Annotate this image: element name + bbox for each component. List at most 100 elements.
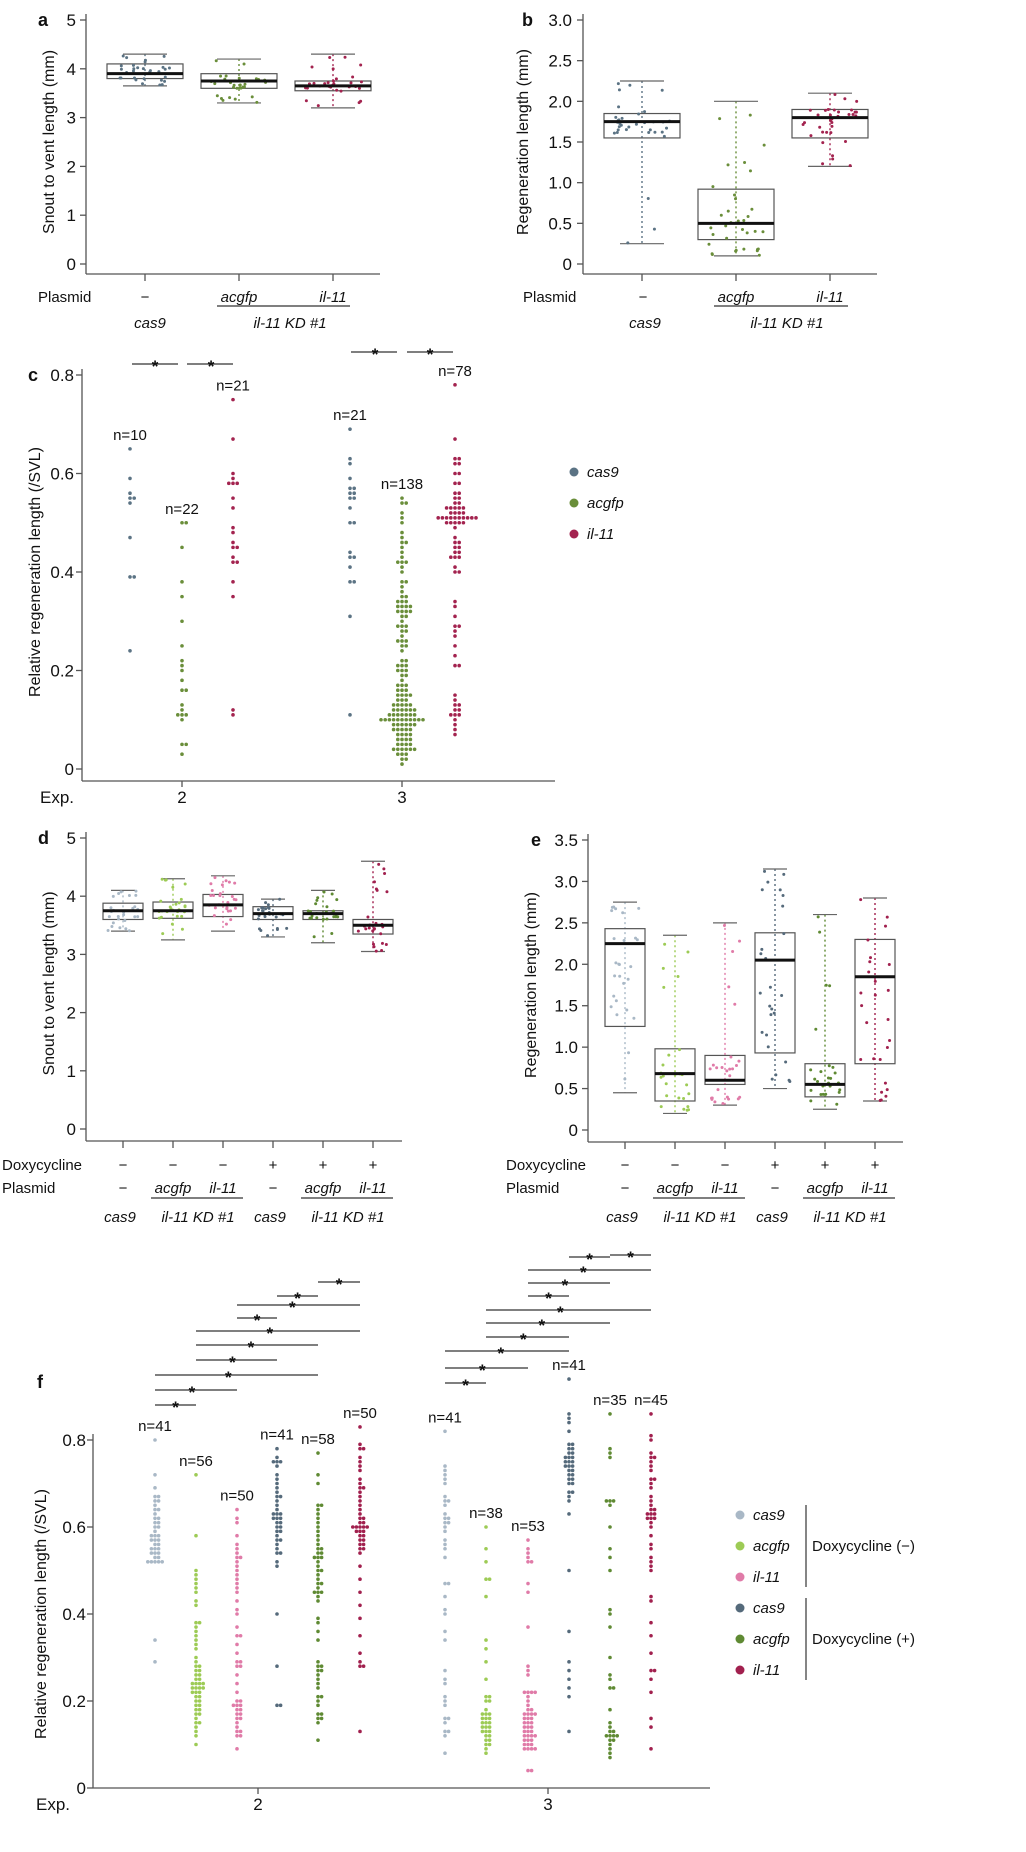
data-point: [443, 1538, 447, 1542]
data-point: [400, 722, 404, 727]
data-point: [567, 1473, 571, 1477]
data-point: [404, 614, 409, 619]
data-point: [457, 496, 462, 500]
data-point: [316, 1712, 320, 1716]
data-point: [649, 1633, 653, 1638]
data-point: [761, 230, 765, 234]
data-point: [238, 1734, 243, 1738]
data-point: [446, 1516, 451, 1521]
data-point: [733, 193, 737, 197]
box-0: [604, 928, 646, 1028]
data-point: [404, 604, 409, 609]
data-point: [231, 496, 235, 500]
data-point: [660, 88, 664, 92]
data-point: [260, 906, 264, 910]
data-point: [348, 456, 352, 461]
data-point: [404, 540, 409, 545]
data-point: [487, 1577, 492, 1581]
data-point: [608, 1503, 612, 1508]
data-point: [183, 882, 187, 886]
data-point: [408, 717, 413, 722]
data-point: [408, 703, 413, 707]
data-point: [122, 913, 126, 917]
data-point: [457, 540, 462, 545]
data-point: [443, 1512, 447, 1516]
data-point: [809, 1088, 813, 1092]
data-point: [271, 1516, 276, 1521]
data-point: [453, 550, 457, 555]
data-point: [649, 1494, 653, 1499]
data-point: [613, 974, 617, 978]
significance-star: *: [248, 1338, 255, 1357]
data-point: [194, 1473, 198, 1477]
data-point: [400, 713, 404, 717]
data-point: [275, 1455, 279, 1460]
data-point: [396, 747, 400, 752]
data-point: [235, 1590, 239, 1595]
data-point: [197, 1673, 202, 1677]
data-point: [141, 82, 145, 86]
data-point: [235, 560, 239, 564]
data-point: [226, 901, 230, 905]
data-point: [404, 727, 409, 732]
data-point: [567, 1451, 571, 1455]
data-point: [128, 649, 132, 653]
data-point: [824, 1092, 828, 1096]
data-point: [616, 128, 620, 132]
data-point: [128, 496, 132, 500]
group-label-kd: il-11 KD #1: [161, 1209, 234, 1226]
data-point: [728, 1067, 732, 1071]
data-point: [446, 1499, 451, 1503]
data-point: [201, 1686, 205, 1690]
data-point: [214, 59, 218, 63]
y-tick-label: 0.4: [50, 563, 74, 582]
data-point: [224, 879, 228, 883]
data-point: [443, 1555, 447, 1560]
data-point: [367, 926, 371, 930]
data-point: [567, 1660, 571, 1664]
n-label: n=58: [301, 1431, 335, 1448]
data-point: [653, 130, 657, 134]
data-point: [608, 1734, 612, 1738]
data-point: [400, 658, 404, 663]
data-point: [443, 1516, 447, 1521]
data-point: [400, 688, 404, 692]
data-point: [153, 1503, 157, 1508]
data-point: [127, 929, 131, 933]
data-point: [275, 1499, 279, 1503]
data-point: [396, 693, 400, 697]
data-point: [443, 1677, 447, 1682]
data-point: [404, 717, 409, 722]
data-point: [180, 580, 184, 584]
data-point: [484, 1546, 488, 1551]
data-point: [231, 525, 235, 530]
data-point: [649, 1716, 653, 1721]
data-point: [128, 535, 132, 540]
data-point: [446, 1581, 451, 1586]
data-point: [828, 113, 832, 117]
data-point: [763, 869, 767, 873]
data-point: [136, 66, 140, 70]
data-point: [153, 1551, 157, 1555]
legend-label: acgfp: [753, 1538, 790, 1555]
data-point: [408, 609, 413, 614]
data-point: [408, 708, 413, 712]
significance-star: *: [372, 345, 379, 364]
data-point: [453, 727, 457, 732]
row-label-plasmid: Plasmid: [2, 1180, 55, 1197]
data-point: [400, 565, 404, 569]
data-point: [637, 112, 641, 116]
data-point: [319, 1503, 324, 1508]
plasmid-value: −: [771, 1180, 780, 1197]
data-point: [443, 1468, 447, 1473]
data-point: [275, 1546, 279, 1551]
data-point: [231, 530, 235, 535]
data-point: [759, 952, 763, 956]
data-point: [617, 105, 621, 109]
data-point: [649, 1481, 653, 1486]
data-point: [649, 1451, 653, 1455]
data-point: [436, 516, 441, 520]
data-point: [400, 668, 404, 673]
data-point: [275, 1516, 279, 1521]
data-point: [608, 1455, 612, 1460]
